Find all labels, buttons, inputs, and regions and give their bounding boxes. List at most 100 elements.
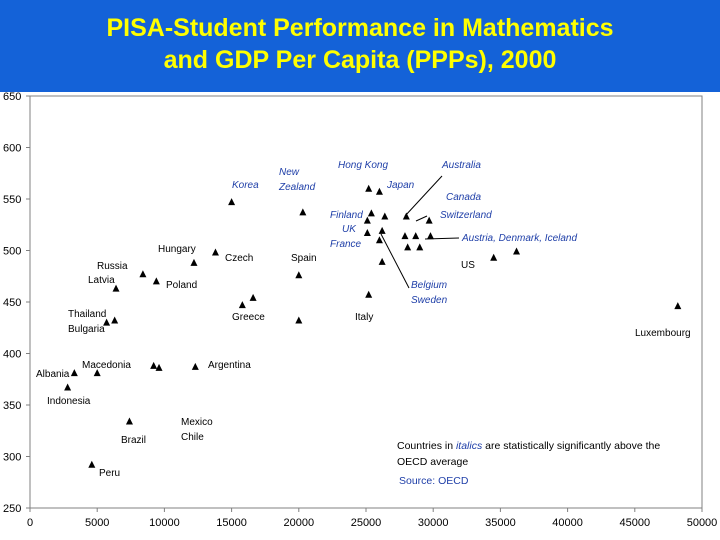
data-point	[112, 284, 120, 292]
x-tick-label: 0	[27, 517, 33, 529]
data-point	[299, 208, 307, 216]
data-point	[427, 232, 435, 240]
country-label: Czech	[225, 253, 253, 264]
callout-line	[380, 233, 410, 289]
y-tick-label: 650	[3, 92, 21, 103]
data-point	[490, 253, 498, 261]
country-label: Peru	[99, 468, 120, 479]
data-point	[401, 232, 409, 240]
x-tick-label: 15000	[216, 517, 247, 529]
country-label: Sweden	[411, 295, 448, 306]
y-tick-label: 600	[3, 143, 21, 155]
x-tick-label: 30000	[418, 517, 449, 529]
data-point	[375, 187, 383, 195]
data-point	[139, 270, 147, 278]
data-point	[378, 257, 386, 265]
x-tick-label: 35000	[485, 517, 516, 529]
country-label: Greece	[232, 312, 265, 323]
data-point	[152, 277, 160, 285]
scatter-plot: 250 300 350 400 450 500 550 600 650 0 5000 10000 150…	[3, 92, 717, 529]
callout-line	[415, 215, 428, 222]
country-label: Korea	[232, 180, 259, 191]
data-point	[365, 290, 373, 298]
note-line1: Countries in italics are statistically s…	[397, 440, 660, 452]
country-label: Hungary	[158, 244, 196, 255]
country-label: Spain	[291, 253, 317, 264]
data-point	[111, 316, 119, 324]
data-point	[191, 362, 199, 370]
country-label: Chile	[181, 432, 204, 443]
y-tick-label: 250	[3, 503, 21, 515]
x-tick-label: 50000	[687, 517, 718, 529]
data-point	[402, 212, 410, 220]
note-line2: OECD average	[397, 456, 468, 468]
callout-lines	[380, 175, 460, 289]
country-label: Argentina	[208, 360, 251, 371]
x-tick-label: 25000	[351, 517, 382, 529]
country-label: Finland	[330, 210, 363, 221]
data-point	[365, 184, 373, 192]
data-point	[238, 301, 246, 309]
data-point	[363, 216, 371, 224]
country-label: Mexico	[181, 417, 213, 428]
country-label: Indonesia	[47, 396, 91, 407]
data-point	[93, 369, 101, 377]
y-tick-label: 300	[3, 452, 21, 464]
x-tick-label: 5000	[85, 517, 109, 529]
x-tick-label: 45000	[620, 517, 651, 529]
country-labels: Korea New Zealand Hong Kong Australia Japan Ca…	[36, 160, 691, 479]
country-label: Japan	[386, 180, 415, 191]
data-point	[513, 247, 521, 255]
country-label: Russia	[97, 261, 128, 272]
data-point	[228, 198, 236, 206]
data-point	[190, 258, 198, 266]
data-point	[155, 363, 163, 371]
data-point	[295, 271, 303, 279]
data-point	[375, 236, 383, 244]
country-label: New	[279, 167, 300, 178]
country-label: UK	[342, 224, 357, 235]
x-tick-label: 40000	[552, 517, 583, 529]
data-point	[425, 216, 433, 224]
source-note: Source: OECD	[399, 475, 469, 487]
title-bar: PISA-Student Performance in Mathematics …	[0, 0, 720, 92]
country-label: Macedonia	[82, 360, 131, 371]
country-label: Austria, Denmark, Iceland	[461, 233, 577, 244]
country-label: Belgium	[411, 280, 447, 291]
data-point	[64, 383, 72, 391]
data-point	[412, 232, 420, 240]
country-label: Switzerland	[440, 210, 492, 221]
country-label: Hong Kong	[338, 160, 388, 171]
data-point	[674, 302, 682, 310]
data-point	[103, 318, 111, 326]
country-label: Australia	[441, 160, 481, 171]
data-points	[64, 184, 682, 468]
data-point	[88, 460, 96, 468]
callout-line	[424, 237, 460, 240]
data-point	[363, 228, 371, 236]
data-point	[416, 243, 424, 251]
data-point	[211, 248, 219, 256]
axes: 250 300 350 400 450 500 550 600 650 0 5000 10000 150…	[3, 92, 717, 529]
x-tick-label: 10000	[149, 517, 180, 529]
data-point	[295, 316, 303, 324]
data-point	[249, 293, 257, 301]
country-label: Luxembourg	[635, 328, 691, 339]
x-tick-label: 20000	[284, 517, 315, 529]
y-tick-label: 400	[3, 349, 21, 361]
country-label: Brazil	[121, 435, 146, 446]
footnote: Countries in italics are statistically s…	[397, 440, 660, 487]
country-label: Zealand	[278, 182, 316, 193]
country-label: France	[330, 239, 362, 250]
y-tick-label: 350	[3, 400, 21, 412]
country-label: Canada	[446, 192, 481, 203]
chart-title-line1: PISA-Student Performance in Mathematics	[106, 14, 614, 42]
country-label: Albania	[36, 369, 70, 380]
country-label: Italy	[355, 312, 373, 323]
data-point	[404, 243, 412, 251]
country-label: Poland	[166, 280, 197, 291]
data-point	[125, 417, 133, 425]
callout-line	[404, 175, 443, 217]
data-point	[150, 361, 158, 369]
country-label: Bulgaria	[68, 324, 105, 335]
